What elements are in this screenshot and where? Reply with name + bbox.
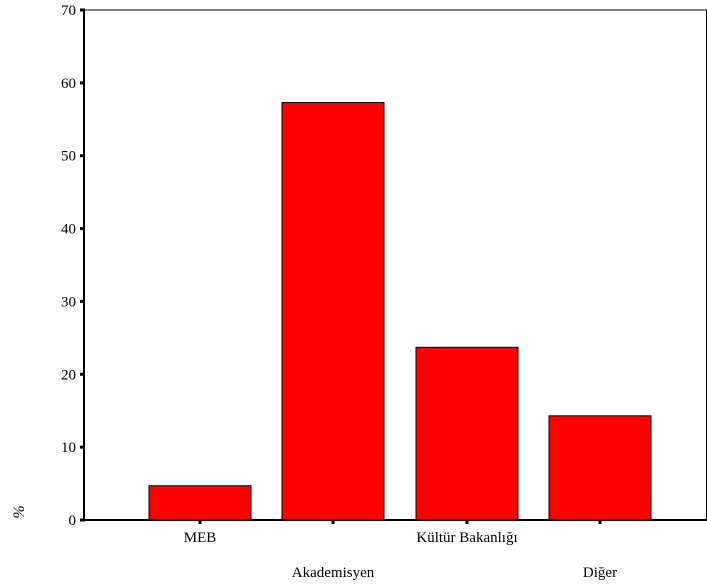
bar-0: [148, 485, 252, 521]
y-axis-label: %: [11, 505, 28, 518]
y-tick-mark: [80, 81, 85, 85]
x-tick-mark: [198, 520, 202, 524]
y-tick-label: 70: [61, 3, 76, 19]
bar-3: [548, 415, 652, 521]
y-tick-label: 10: [61, 440, 76, 456]
x-tick-mark: [598, 520, 602, 524]
y-tick-mark: [80, 518, 85, 522]
y-tick-mark: [80, 445, 85, 449]
bars-group: [148, 102, 652, 521]
y-tick-mark: [80, 8, 85, 12]
x-category-label: MEB: [184, 530, 217, 546]
y-tick-label: 60: [61, 76, 76, 92]
x-tick-mark: [331, 520, 335, 524]
x-category-label: Akademisyen: [292, 565, 375, 581]
bar-2: [415, 346, 519, 521]
y-tick-label: 40: [61, 222, 76, 238]
x-tick-mark: [465, 520, 469, 524]
x-category-label: Kültür Bakanlığı: [416, 530, 517, 546]
y-tick-mark: [80, 227, 85, 231]
y-tick-label: 20: [61, 367, 76, 383]
y-tick-label: 30: [61, 294, 76, 310]
x-ticks-group: MEB Akademisyen Kültür Bakanlığı Diğer: [184, 520, 617, 581]
bar-1: [281, 102, 385, 521]
x-category-label: Diğer: [583, 565, 617, 581]
y-tick-label: 0: [69, 513, 77, 529]
y-tick-mark: [80, 372, 85, 376]
y-tick-mark: [80, 299, 85, 303]
y-tick-mark: [80, 154, 85, 158]
y-tick-label: 50: [61, 149, 76, 165]
y-ticks-group: 0 10 20 30 40 50 60 70: [61, 3, 85, 529]
